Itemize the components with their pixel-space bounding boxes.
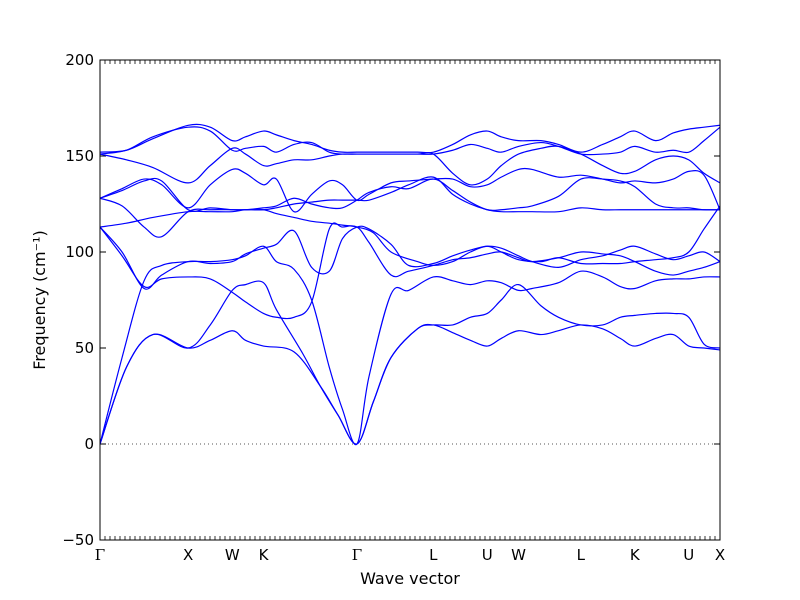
band-line-12 xyxy=(100,123,720,154)
band-line-3 xyxy=(100,245,720,446)
band-line-2 xyxy=(100,280,720,445)
x-tick-label: U xyxy=(482,546,493,564)
x-tick-label: W xyxy=(225,546,240,564)
plot-area-background xyxy=(100,60,720,540)
band-line-6 xyxy=(100,205,720,267)
band-line-1 xyxy=(100,323,720,445)
x-tick-label: X xyxy=(715,546,725,564)
x-tick-label: L xyxy=(429,546,438,564)
plot-frame xyxy=(99,59,721,541)
y-tick-label: −50 xyxy=(62,531,94,549)
band-line-4 xyxy=(100,222,720,320)
y-tick-label: 50 xyxy=(75,339,94,357)
band-line-11 xyxy=(100,126,720,156)
x-tick-label: K xyxy=(259,546,270,564)
phonon-bands xyxy=(100,123,720,446)
x-tick-label: Γ xyxy=(352,546,362,564)
y-tick-labels: −50 0 50 100 150 200 xyxy=(62,51,94,549)
y-tick-label: 150 xyxy=(65,147,94,165)
x-axis-label: Wave vector xyxy=(360,569,460,588)
y-tick-label: 0 xyxy=(84,435,94,453)
band-line-5 xyxy=(100,225,720,290)
x-tick-label: Γ xyxy=(95,546,105,564)
band-line-9 xyxy=(100,167,720,213)
y-tick-label: 100 xyxy=(65,243,94,261)
x-tick-label: L xyxy=(577,546,586,564)
x-tick-label: X xyxy=(183,546,193,564)
y-axis-label: Frequency (cm⁻¹) xyxy=(30,230,49,369)
y-tick-label: 200 xyxy=(65,51,94,69)
x-tick-label: U xyxy=(683,546,694,564)
x-tick-label: W xyxy=(511,546,526,564)
x-tick-label: K xyxy=(630,546,641,564)
